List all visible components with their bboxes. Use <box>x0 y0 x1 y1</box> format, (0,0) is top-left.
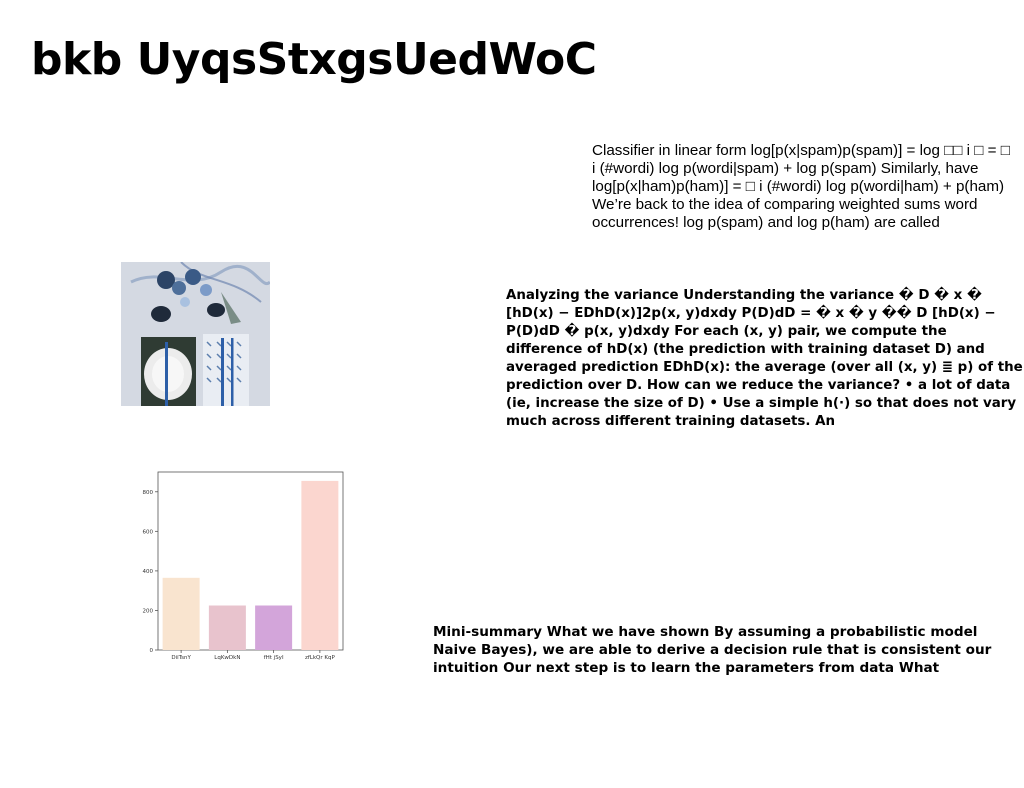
plot-frame <box>157 471 344 651</box>
x-tick-label: DiiTsnY <box>171 655 191 661</box>
bar <box>255 605 293 650</box>
mini-summary-paragraph: Mini-summary What we have shown By assum… <box>433 624 992 676</box>
bar-chart: 0 200 400 600 800 DiiTsnY LqKwDkN fHt jSyI zfLkQ… <box>140 466 350 666</box>
y-tick-label: 200 <box>143 608 154 614</box>
bar <box>208 605 246 650</box>
y-tick-label: 0 <box>150 648 154 654</box>
x-tick-label: LqKwDkN <box>214 655 240 661</box>
page-title: bkb UyqsStxgsUedWoC <box>31 34 597 85</box>
y-tick-label: 600 <box>143 529 154 535</box>
x-tick-label: zfLkQr KqP <box>305 655 336 661</box>
y-tick-label: 800 <box>143 490 154 496</box>
bar <box>301 480 339 650</box>
variance-paragraph: Analyzing the variance Understanding the… <box>506 288 1023 429</box>
classifier-paragraph: Classifier in linear form log[p(x|spam)p… <box>592 142 1010 231</box>
bar-chart-svg: 0 200 400 600 800 DiiTsnY LqKwDkN fHt jSyI zfLkQ… <box>143 471 344 661</box>
table-setting-illustration <box>121 262 270 406</box>
table-setting-photo <box>121 262 270 406</box>
x-tick-label: fHt jSyI <box>264 655 284 661</box>
bar <box>162 577 200 650</box>
y-tick-label: 400 <box>143 569 154 575</box>
